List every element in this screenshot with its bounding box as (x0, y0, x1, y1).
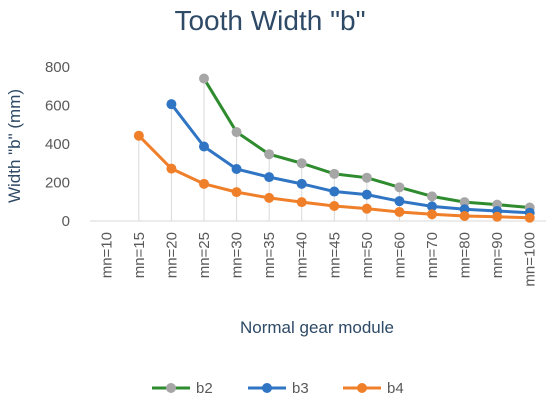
x-tick-label: mn=70 (424, 232, 441, 278)
data-point-b4 (199, 178, 209, 189)
data-point-b2 (231, 127, 242, 138)
data-point-b2 (427, 191, 437, 202)
data-point-b3 (231, 164, 242, 175)
data-point-b4 (492, 211, 503, 222)
data-point-b4 (459, 210, 470, 221)
x-axis-title: Normal gear module (240, 318, 394, 337)
data-point-b3 (264, 172, 275, 183)
x-tick-label: mn=80 (457, 232, 474, 278)
data-point-b2 (296, 158, 307, 169)
legend-item-b3: b3 (248, 380, 309, 397)
data-point-b3 (361, 189, 372, 200)
legend-label: b4 (387, 380, 404, 397)
x-tick-label: mn=45 (326, 232, 343, 278)
data-point-b3 (394, 196, 405, 207)
data-point-b2 (459, 197, 470, 208)
data-point-b4 (427, 209, 437, 220)
x-tick-label: mn=35 (261, 232, 278, 278)
data-point-b2 (329, 168, 340, 179)
y-axis-title: Width "b" (mm) (5, 89, 24, 203)
data-point-b4 (524, 212, 535, 223)
data-point-b3 (329, 186, 340, 197)
chart-title: Tooth Width "b" (174, 5, 365, 36)
legend-marker (262, 383, 272, 393)
x-tick-label: mn=20 (163, 232, 180, 278)
legend-marker (357, 383, 367, 393)
y-tick-label: 200 (45, 175, 70, 192)
legend-marker (166, 383, 176, 393)
series-b3 (166, 99, 535, 218)
y-tick-label: 800 (45, 59, 70, 76)
x-tick-label: mn=100 (522, 232, 539, 287)
drop-lines (138, 78, 531, 221)
data-point-b2 (264, 149, 275, 160)
x-tick-label: mn=25 (196, 232, 213, 278)
series-b4 (133, 130, 535, 223)
legend-item-b4: b4 (343, 380, 404, 397)
x-tick-label: mn=40 (294, 232, 311, 278)
data-point-b4 (231, 187, 242, 198)
x-tick-label: mn=50 (359, 232, 376, 278)
data-point-b4 (264, 192, 275, 203)
data-point-b3 (427, 201, 437, 212)
data-point-b4 (361, 203, 372, 214)
data-point-b4 (296, 197, 307, 208)
data-point-b4 (133, 130, 144, 141)
x-tick-label: mn=15 (131, 232, 148, 278)
data-point-b2 (199, 73, 209, 84)
legend-label: b2 (196, 380, 213, 397)
series-layer (133, 73, 535, 223)
data-point-b4 (329, 200, 340, 211)
data-point-b3 (166, 99, 177, 110)
data-point-b4 (166, 163, 177, 174)
legend-label: b3 (292, 380, 309, 397)
y-tick-label: 0 (62, 213, 70, 230)
data-point-b2 (394, 182, 405, 193)
x-tick-label: mn=10 (98, 232, 115, 278)
x-tick-label: mn=90 (489, 232, 506, 278)
y-tick-label: 400 (45, 136, 70, 153)
x-axis-ticks: mn=10 mn=15 mn=20 mn=25 mn=30 mn=35 mn=40 mn=45… (98, 232, 538, 287)
y-axis-ticks: 0 200 400 600 800 (45, 59, 70, 230)
x-tick-label: mn=30 (229, 232, 246, 278)
series-b2 (199, 73, 535, 213)
data-point-b2 (361, 172, 372, 183)
data-point-b4 (394, 206, 405, 217)
x-tick-label: mn=60 (391, 232, 408, 278)
y-tick-label: 600 (45, 98, 70, 115)
legend: b2 b3 b4 (152, 380, 404, 397)
data-point-b3 (199, 141, 209, 152)
data-point-b3 (296, 178, 307, 189)
series-line-b3 (170, 103, 530, 215)
legend-item-b2: b2 (152, 380, 213, 397)
